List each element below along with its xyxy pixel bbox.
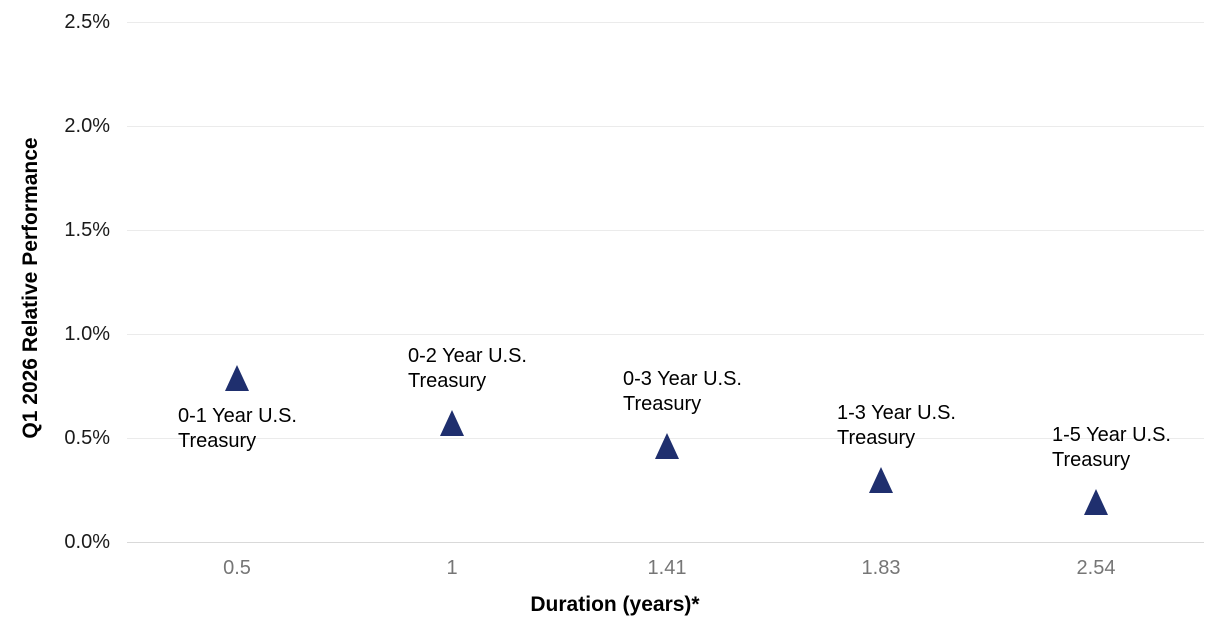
y-tick-label: 0.0% <box>64 531 110 553</box>
x-tick-label: 1.83 <box>861 557 901 579</box>
gridline <box>127 334 1204 335</box>
x-tick-label: 2.54 <box>1076 557 1116 579</box>
triangle-marker <box>225 364 249 391</box>
x-tick-label: 1 <box>446 557 458 579</box>
y-axis-title: Q1 2026 Relative Performance <box>19 137 42 439</box>
x-tick-label: 0.5 <box>223 557 251 579</box>
y-tick-label: 0.5% <box>64 427 110 449</box>
y-tick-label: 2.5% <box>64 11 110 33</box>
x-tick-label: 1.41 <box>647 557 687 579</box>
y-tick-label: 2.0% <box>64 115 110 137</box>
gridline <box>127 230 1204 231</box>
x-axis-title: Duration (years)* <box>530 593 700 616</box>
data-point-label: 1-5 Year U.S. Treasury <box>1052 424 1171 472</box>
gridline <box>127 22 1204 23</box>
data-point-label: 0-1 Year U.S. Treasury <box>178 404 297 452</box>
triangle-marker <box>440 410 464 437</box>
data-point-label: 1-3 Year U.S. Treasury <box>837 401 956 449</box>
gridline <box>127 126 1204 127</box>
triangle-marker <box>1084 489 1108 516</box>
triangle-marker <box>655 433 679 460</box>
data-point-label: 0-2 Year U.S. Treasury <box>408 345 527 393</box>
x-axis-line <box>127 542 1204 543</box>
y-tick-label: 1.0% <box>64 323 110 345</box>
data-point-label: 0-3 Year U.S. Treasury <box>623 368 742 416</box>
y-tick-label: 1.5% <box>64 219 110 241</box>
triangle-marker <box>869 466 893 493</box>
